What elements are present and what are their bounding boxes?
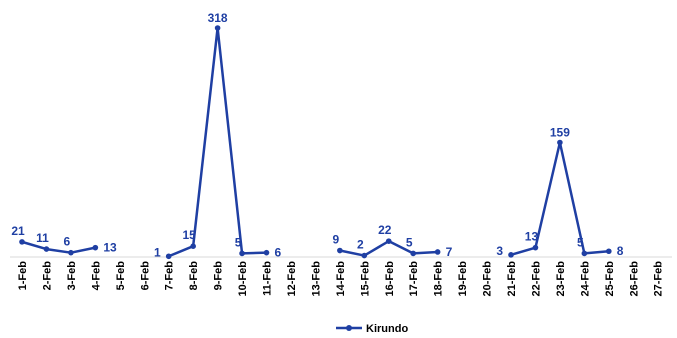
x-tick-label: 9-Feb — [213, 261, 225, 291]
legend-point-marker — [346, 325, 352, 331]
x-tick-label: 17-Feb — [408, 261, 420, 297]
data-label: 9 — [333, 233, 340, 247]
x-tick-label: 21-Feb — [506, 261, 518, 297]
x-tick-label: 10-Feb — [237, 261, 249, 297]
data-label: 159 — [550, 126, 570, 140]
data-label: 1 — [154, 245, 161, 259]
data-point — [434, 249, 441, 255]
data-point — [361, 252, 368, 259]
x-tick-label: 2-Feb — [41, 261, 53, 291]
x-tick-label: 18-Feb — [433, 261, 445, 297]
data-label: 21 — [11, 224, 25, 238]
x-tick-label: 20-Feb — [482, 261, 494, 297]
series-layer — [19, 25, 612, 260]
data-point — [508, 252, 514, 258]
data-label: 318 — [208, 11, 228, 25]
x-tick-label: 24-Feb — [579, 261, 591, 297]
x-tick-label: 27-Feb — [653, 261, 665, 297]
x-tick-label: 5-Feb — [115, 261, 127, 291]
data-label: 6 — [64, 235, 71, 249]
x-tick-label: 25-Feb — [604, 261, 616, 297]
data-point — [606, 248, 612, 255]
data-point — [239, 250, 245, 257]
data-label: 13 — [103, 241, 117, 255]
x-tick-label: 11-Feb — [262, 261, 274, 296]
x-tick-label: 12-Feb — [286, 261, 298, 297]
x-tick-label: 13-Feb — [310, 261, 322, 297]
data-label: 13 — [525, 230, 539, 244]
x-tick-label: 23-Feb — [555, 261, 567, 297]
data-label: 15 — [182, 228, 196, 242]
data-point — [92, 244, 99, 251]
data-label: 2 — [357, 238, 364, 252]
series-line-segment-0 — [21, 240, 96, 254]
data-point — [337, 247, 343, 254]
data-label: 5 — [577, 235, 584, 249]
x-tick-label: 14-Feb — [335, 261, 347, 297]
data-point — [532, 244, 539, 251]
x-tick-label: 7-Feb — [164, 261, 176, 291]
x-tick-label: 3-Feb — [66, 261, 78, 291]
x-tick-label: 1-Feb — [17, 261, 29, 291]
data-label: 8 — [617, 244, 624, 258]
x-tick-label: 4-Feb — [90, 261, 102, 291]
data-label: 5 — [406, 235, 413, 249]
x-tick-layer: 1-Feb 2-Feb 3-Feb 4-Feb 5-Feb 6-Feb 7-Feb 8-Feb… — [17, 261, 665, 297]
x-tick-label: 15-Feb — [359, 261, 371, 297]
data-label: 11 — [36, 231, 49, 245]
data-point — [43, 246, 50, 252]
data-label: 22 — [378, 223, 392, 237]
data-label: 5 — [235, 235, 242, 249]
series-line-segment-1 — [168, 26, 267, 258]
legend: Kirundo — [336, 323, 408, 335]
data-point — [190, 243, 196, 249]
data-label: 6 — [275, 246, 282, 260]
data-point — [263, 249, 270, 256]
x-tick-label: 19-Feb — [457, 261, 469, 297]
data-point — [214, 25, 221, 31]
data-point — [581, 250, 588, 257]
data-point — [385, 238, 392, 244]
x-tick-label: 6-Feb — [139, 261, 151, 291]
data-point — [410, 250, 417, 257]
data-label: 7 — [446, 245, 453, 259]
data-point — [68, 249, 74, 256]
data-point — [557, 139, 563, 146]
data-point — [19, 239, 25, 245]
x-tick-label: 8-Feb — [188, 261, 200, 291]
data-label: 3 — [496, 244, 503, 258]
x-tick-label: 16-Feb — [384, 261, 396, 297]
x-tick-label: 22-Feb — [530, 261, 542, 297]
x-tick-label: 26-Feb — [628, 261, 640, 297]
data-point — [165, 253, 172, 260]
legend-label: Kirundo — [366, 323, 408, 335]
